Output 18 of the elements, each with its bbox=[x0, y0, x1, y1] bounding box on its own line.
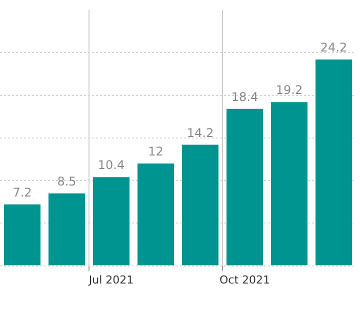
bar bbox=[182, 144, 218, 266]
data-label: 19.2 bbox=[276, 83, 303, 98]
data-label: 8.5 bbox=[57, 174, 76, 188]
data-label: 18.4 bbox=[231, 90, 258, 104]
bar bbox=[226, 108, 263, 266]
data-label: 12 bbox=[148, 144, 164, 159]
x-tick-label: Jul 2021 bbox=[88, 273, 134, 286]
bar bbox=[271, 102, 308, 266]
bar bbox=[93, 177, 130, 266]
bar bbox=[4, 204, 40, 266]
data-label: 7.2 bbox=[12, 186, 32, 200]
x-tick-label: Oct 2021 bbox=[219, 273, 270, 286]
bar bbox=[316, 59, 352, 266]
data-label: 14.2 bbox=[186, 126, 214, 140]
bar bbox=[138, 163, 174, 266]
bar bbox=[48, 193, 85, 266]
data-label: 24.2 bbox=[320, 40, 348, 55]
data-label: 10.4 bbox=[98, 158, 125, 172]
